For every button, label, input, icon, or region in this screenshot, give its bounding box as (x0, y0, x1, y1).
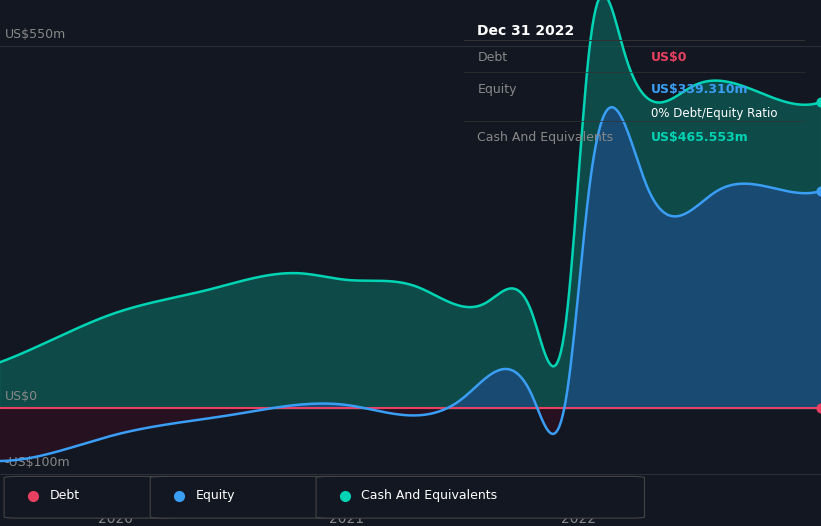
Text: Cash And Equivalents: Cash And Equivalents (361, 489, 498, 502)
Text: Equity: Equity (195, 489, 235, 502)
FancyBboxPatch shape (4, 477, 175, 518)
Text: Debt: Debt (49, 489, 80, 502)
Text: US$465.553m: US$465.553m (651, 132, 749, 144)
Text: 0% Debt/Equity Ratio: 0% Debt/Equity Ratio (651, 107, 777, 120)
Text: US$0: US$0 (5, 390, 38, 403)
Point (814, 98, 821, 106)
Text: -US$100m: -US$100m (5, 456, 71, 469)
Text: US$339.310m: US$339.310m (651, 83, 749, 96)
Point (814, 187, 821, 195)
Text: Debt: Debt (478, 51, 507, 64)
FancyBboxPatch shape (316, 477, 644, 518)
FancyBboxPatch shape (150, 477, 341, 518)
Text: US$550m: US$550m (5, 28, 66, 41)
Point (814, 404, 821, 412)
Text: US$0: US$0 (651, 51, 688, 64)
Text: Dec 31 2022: Dec 31 2022 (478, 24, 575, 38)
Text: Equity: Equity (478, 83, 517, 96)
Text: Cash And Equivalents: Cash And Equivalents (478, 132, 613, 144)
